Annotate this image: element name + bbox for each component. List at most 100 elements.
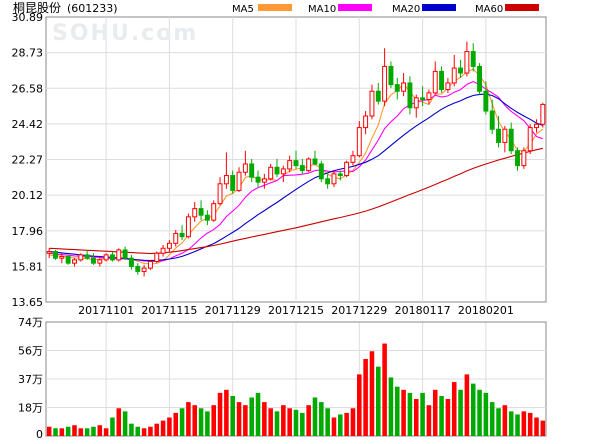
volume-bar (331, 417, 337, 436)
stock-code: (601233) (67, 2, 118, 15)
candle-body (84, 254, 90, 259)
volume-tick-label: 0 (36, 428, 43, 440)
volume-bar (496, 408, 501, 436)
volume-bar (205, 411, 210, 436)
candle-body (375, 90, 381, 102)
candle (223, 152, 229, 189)
volume-bar (179, 408, 185, 436)
candle (470, 43, 476, 72)
candle (166, 240, 172, 252)
volume-bar (154, 423, 160, 436)
candle (356, 120, 362, 158)
candle-body (508, 128, 514, 152)
watermark: SOHU.com (52, 21, 198, 46)
candle (350, 150, 356, 166)
candle (261, 173, 267, 189)
price-tick-label: 28.73 (12, 47, 44, 60)
candle (230, 170, 236, 194)
candle (508, 122, 514, 155)
candle-body (103, 254, 109, 261)
volume-bar (135, 426, 141, 436)
volume-bar (91, 426, 96, 436)
candle-body (451, 67, 457, 84)
candle (59, 253, 65, 264)
candle-body (496, 128, 501, 143)
candle-body (198, 208, 204, 216)
candle (534, 119, 539, 133)
candle (312, 150, 318, 166)
candle (91, 253, 96, 265)
candle (420, 86, 426, 107)
candlesticks (46, 41, 546, 277)
candle (46, 248, 52, 259)
candle (540, 102, 546, 128)
candle-body (420, 97, 426, 100)
candle-body (470, 51, 476, 67)
volume-bar (293, 409, 299, 436)
volume-bar (281, 405, 286, 436)
volume-bar (65, 426, 71, 436)
candle (337, 170, 343, 181)
candle-body (223, 175, 229, 185)
candle (78, 253, 84, 262)
candle (179, 225, 185, 241)
price-tick-label: 24.42 (12, 118, 44, 131)
candle (198, 200, 204, 221)
volume-bar (451, 382, 457, 436)
candle (407, 76, 413, 115)
price-tick-label: 17.96 (12, 225, 44, 238)
legend-swatch-ma10 (338, 4, 372, 11)
volume-bar (394, 386, 400, 436)
candle-body (439, 70, 445, 91)
legend-label-ma5: MA5 (232, 4, 254, 15)
candle (299, 159, 305, 174)
candle (236, 167, 242, 193)
volume-bar (236, 402, 242, 436)
volume-bar (413, 399, 419, 436)
volume-tick-label: 74万 (18, 316, 43, 329)
candle (147, 259, 153, 270)
volume-bar (540, 420, 546, 436)
candle-body (242, 163, 248, 173)
candle (192, 201, 198, 222)
candle (249, 159, 255, 183)
candle-body (97, 259, 103, 264)
candle-body (356, 127, 362, 157)
candle (141, 264, 147, 277)
volume-bar (211, 405, 216, 436)
x-tick-label: 20171129 (205, 304, 261, 317)
candle-body (299, 165, 305, 172)
candle (109, 251, 115, 262)
volume-bar (72, 425, 77, 436)
candle-body (179, 232, 185, 238)
candle-body (280, 168, 286, 175)
candle-body (325, 178, 331, 185)
candle (426, 89, 432, 105)
candle (103, 253, 109, 262)
candle (204, 210, 210, 226)
candle-body (363, 115, 369, 129)
candle (72, 258, 77, 267)
volume-bar (129, 423, 134, 436)
candle-body (445, 82, 451, 91)
volume-bar (192, 405, 198, 436)
volume-tick-label: 37万 (18, 373, 43, 386)
volume-bar (344, 412, 349, 436)
candle-body (204, 214, 210, 221)
volume-bar (160, 420, 166, 436)
volume-bar (186, 402, 191, 436)
candle (375, 82, 381, 105)
candle (382, 48, 388, 107)
volume-bar (420, 392, 425, 436)
volume-bar (445, 399, 451, 436)
volume-bar (243, 405, 248, 436)
candle (173, 230, 179, 247)
candle-body (534, 123, 539, 129)
candle (464, 41, 470, 77)
candle-body (515, 150, 520, 167)
volume-bar (268, 408, 273, 436)
candle-body (407, 82, 413, 109)
legend-label-ma10: MA10 (308, 4, 336, 15)
candle-body (261, 178, 267, 183)
